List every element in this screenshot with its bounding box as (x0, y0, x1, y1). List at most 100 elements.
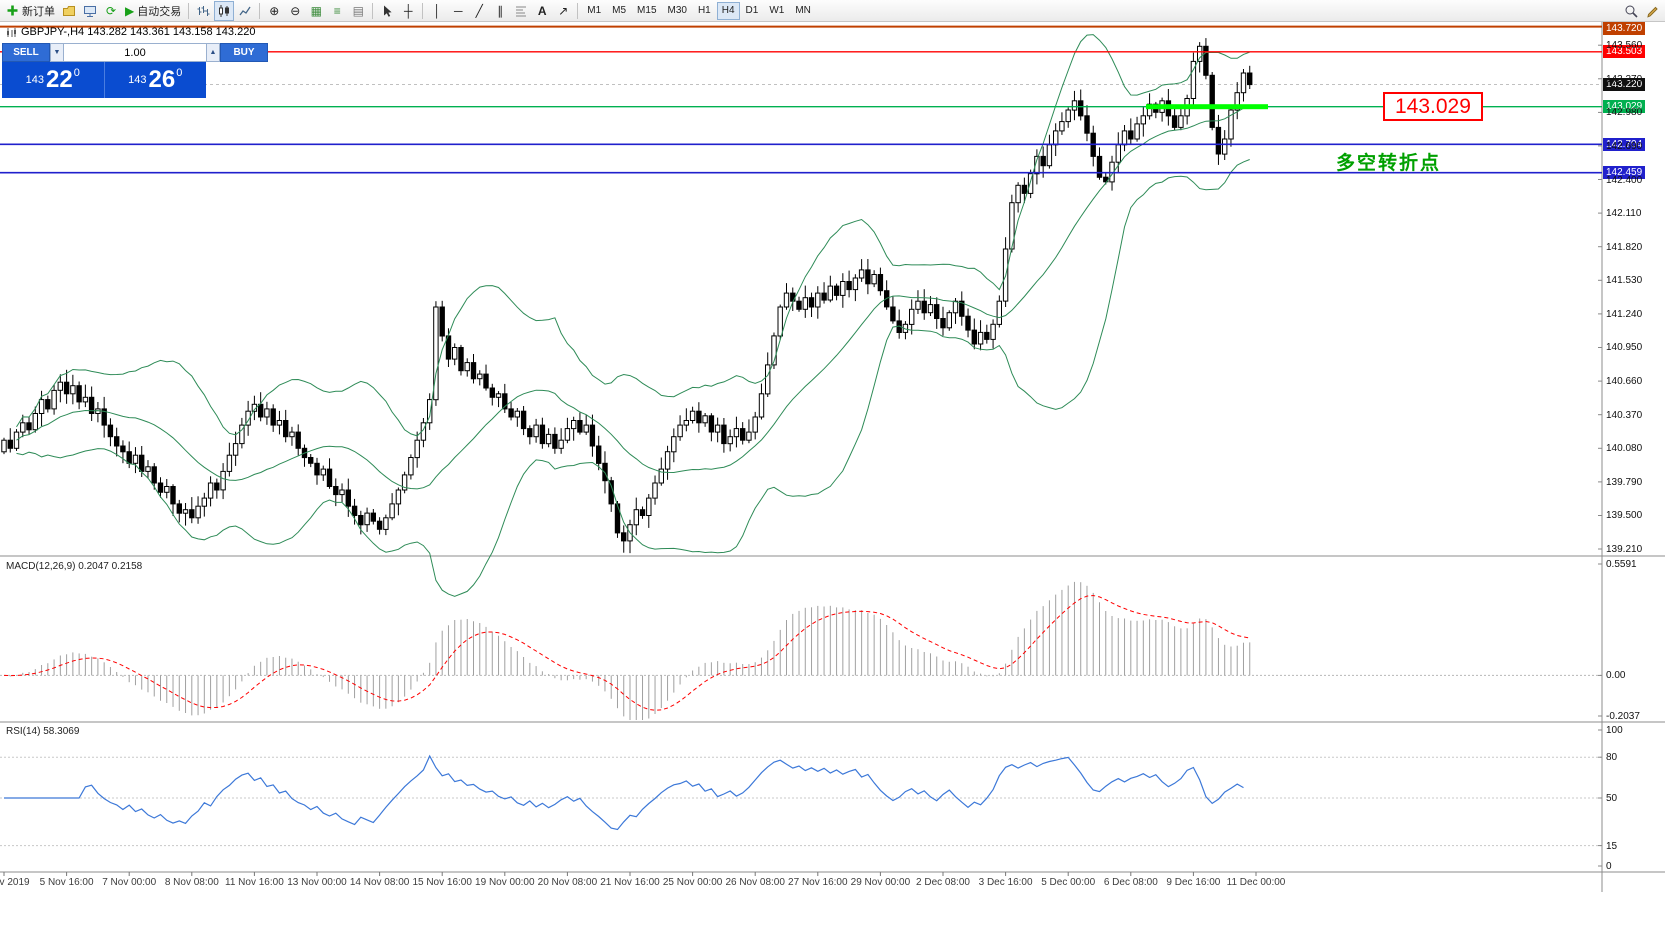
candles-layer (1, 38, 1253, 554)
oct-prices-row: 143 22 0 143 26 0 (2, 62, 206, 98)
line-chart-icon (239, 6, 251, 15)
text-tool-button[interactable]: A (532, 1, 552, 21)
chart-title-text: GBPJPY-,H4 143.282 143.361 143.158 143.2… (21, 26, 256, 38)
autotrading-label: 自动交易 (137, 5, 182, 18)
macd-label: MACD(12,26,9) 0.2047 0.2158 (6, 561, 143, 572)
time-axis-label: 19 Nov 00:00 (475, 877, 535, 888)
chart-plot[interactable] (0, 22, 1665, 948)
macd-signal-line (3, 594, 1250, 711)
price-scale-label: 142.400 (1606, 174, 1643, 186)
rsi-line (4, 754, 1244, 831)
price-callout-label[interactable]: 143.029 (1383, 91, 1483, 121)
price-scale-label: 143.560 (1606, 40, 1643, 52)
horizontal-line-button[interactable]: ─ (448, 1, 468, 21)
arrow-tool-icon: ↗ (558, 3, 569, 18)
channel-button[interactable]: ∥ (490, 1, 510, 21)
time-axis-label: 9 Dec 16:00 (1166, 877, 1221, 888)
bar-chart-button[interactable] (193, 1, 213, 21)
sell-price-button[interactable]: 143 22 0 (2, 62, 104, 98)
time-axis-label: 14 Nov 08:00 (349, 877, 410, 888)
timeframe-w1-button[interactable]: W1 (764, 2, 789, 20)
edit-button[interactable] (1642, 1, 1662, 21)
market-window-button[interactable] (80, 1, 100, 21)
time-axis-label: 11 Nov 16:00 (225, 877, 284, 888)
time-axis-label: 11 Dec 00:00 (1226, 877, 1286, 888)
price-scale-label: 140.950 (1606, 342, 1643, 354)
buy-price-button[interactable]: 143 26 0 (105, 62, 207, 98)
timeframe-d1-button[interactable]: D1 (741, 2, 764, 20)
price-marker-box: 143.720 (1603, 22, 1646, 35)
line-chart-button[interactable] (235, 1, 255, 21)
candlestick-chart-button[interactable] (214, 0, 235, 21)
candlestick-chart-icon (219, 4, 230, 17)
timeframe-h1-button[interactable]: H1 (693, 2, 716, 20)
highlight-segment (1146, 104, 1268, 110)
sell-button[interactable]: SELL (2, 43, 50, 62)
time-axis-label: 7 Nov 00:00 (102, 877, 157, 888)
turning-point-annotation[interactable]: 多空转折点 (1336, 152, 1442, 174)
time-axis-label: 27 Nov 16:00 (788, 877, 848, 888)
indicators-button[interactable]: ≡ (327, 1, 347, 21)
time-axis-label: 6 Dec 08:00 (1103, 877, 1158, 888)
autotrading-play-icon: ▶ (125, 3, 135, 18)
time-axis-label: 15 Nov 16:00 (412, 877, 472, 888)
new-order-button[interactable]: 新订单 (3, 1, 58, 21)
ask-big: 26 (148, 66, 176, 93)
rsi-scale-label: 0 (1606, 861, 1612, 872)
volume-up-button[interactable]: ▲ (206, 43, 220, 62)
price-marker-box: 142.459 (1603, 166, 1646, 180)
zoom-out-button[interactable]: ⊖ (285, 1, 305, 21)
bid-big: 22 (46, 66, 73, 93)
chart-profiles-button[interactable] (59, 1, 79, 21)
zoom-in-button[interactable]: ⊕ (264, 1, 284, 21)
timeframe-mn-button[interactable]: MN (790, 2, 816, 20)
bid-pipette: 0 (73, 67, 80, 79)
rsi-label: RSI(14) 58.3069 (6, 726, 80, 737)
volume-down-button[interactable]: ▼ (50, 43, 64, 62)
fibonacci-button[interactable] (511, 1, 531, 21)
price-scale-label: 139.790 (1606, 476, 1643, 488)
vertical-line-button[interactable]: │ (427, 1, 447, 21)
bid-prefix: 143 (25, 74, 45, 86)
timeframe-m5-button[interactable]: M5 (607, 2, 631, 20)
crosshair-button[interactable]: ┼ (398, 1, 418, 21)
bar-chart-icon (197, 5, 210, 16)
time-axis-label: 29 Nov 00:00 (850, 877, 911, 888)
new-order-icon (7, 5, 18, 16)
grid-button[interactable]: ▦ (306, 1, 326, 21)
timeframe-m1-button[interactable]: M1 (582, 2, 606, 20)
trendline-button[interactable]: ╱ (469, 1, 489, 21)
timeframe-m30-button[interactable]: M30 (663, 2, 692, 20)
macd-scale-label: -0.2037 (1606, 711, 1640, 722)
price-scale-label: 142.690 (1606, 140, 1643, 152)
toolbar-separator (372, 2, 374, 19)
search-button[interactable] (1621, 1, 1641, 21)
zoom-in-icon: ⊕ (269, 3, 280, 18)
timeframe-h4-button[interactable]: H4 (716, 1, 740, 20)
vertical-line-icon: │ (433, 3, 441, 18)
caret-down-icon: ▼ (53, 49, 61, 56)
arrow-tool-button[interactable]: ↗ (553, 1, 573, 21)
buy-button[interactable]: BUY (220, 43, 268, 62)
chart-window: GBPJPY-,H4 143.282 143.361 143.158 143.2… (0, 22, 1665, 948)
price-scale-label: 140.080 (1606, 443, 1643, 455)
time-axis-label: 3 Nov 2019 (0, 877, 30, 888)
pointer-icon (384, 5, 392, 17)
timeframe-m15-button[interactable]: M15 (632, 2, 661, 20)
cursor-button[interactable] (377, 1, 397, 21)
price-scale-label: 140.370 (1606, 409, 1643, 421)
price-scale-label: 139.210 (1606, 544, 1643, 556)
time-axis-label: 3 Dec 16:00 (978, 877, 1033, 888)
refresh-button[interactable]: ⟳ (101, 1, 121, 21)
arrange-windows-button[interactable]: ▤ (348, 1, 368, 21)
time-axis-label: 5 Dec 00:00 (1041, 877, 1096, 888)
autotrading-button[interactable]: ▶ 自动交易 (122, 1, 184, 21)
ask-pipette: 0 (176, 67, 183, 79)
macd-scale-label: 0.00 (1606, 670, 1626, 682)
toolbar-separator (577, 2, 579, 19)
time-axis-label: 5 Nov 16:00 (39, 877, 94, 888)
price-scale-label: 140.660 (1606, 376, 1643, 388)
volume-input[interactable] (64, 43, 206, 62)
price-marker-box: 142.704 (1603, 137, 1646, 151)
fibonacci-icon (516, 6, 527, 16)
